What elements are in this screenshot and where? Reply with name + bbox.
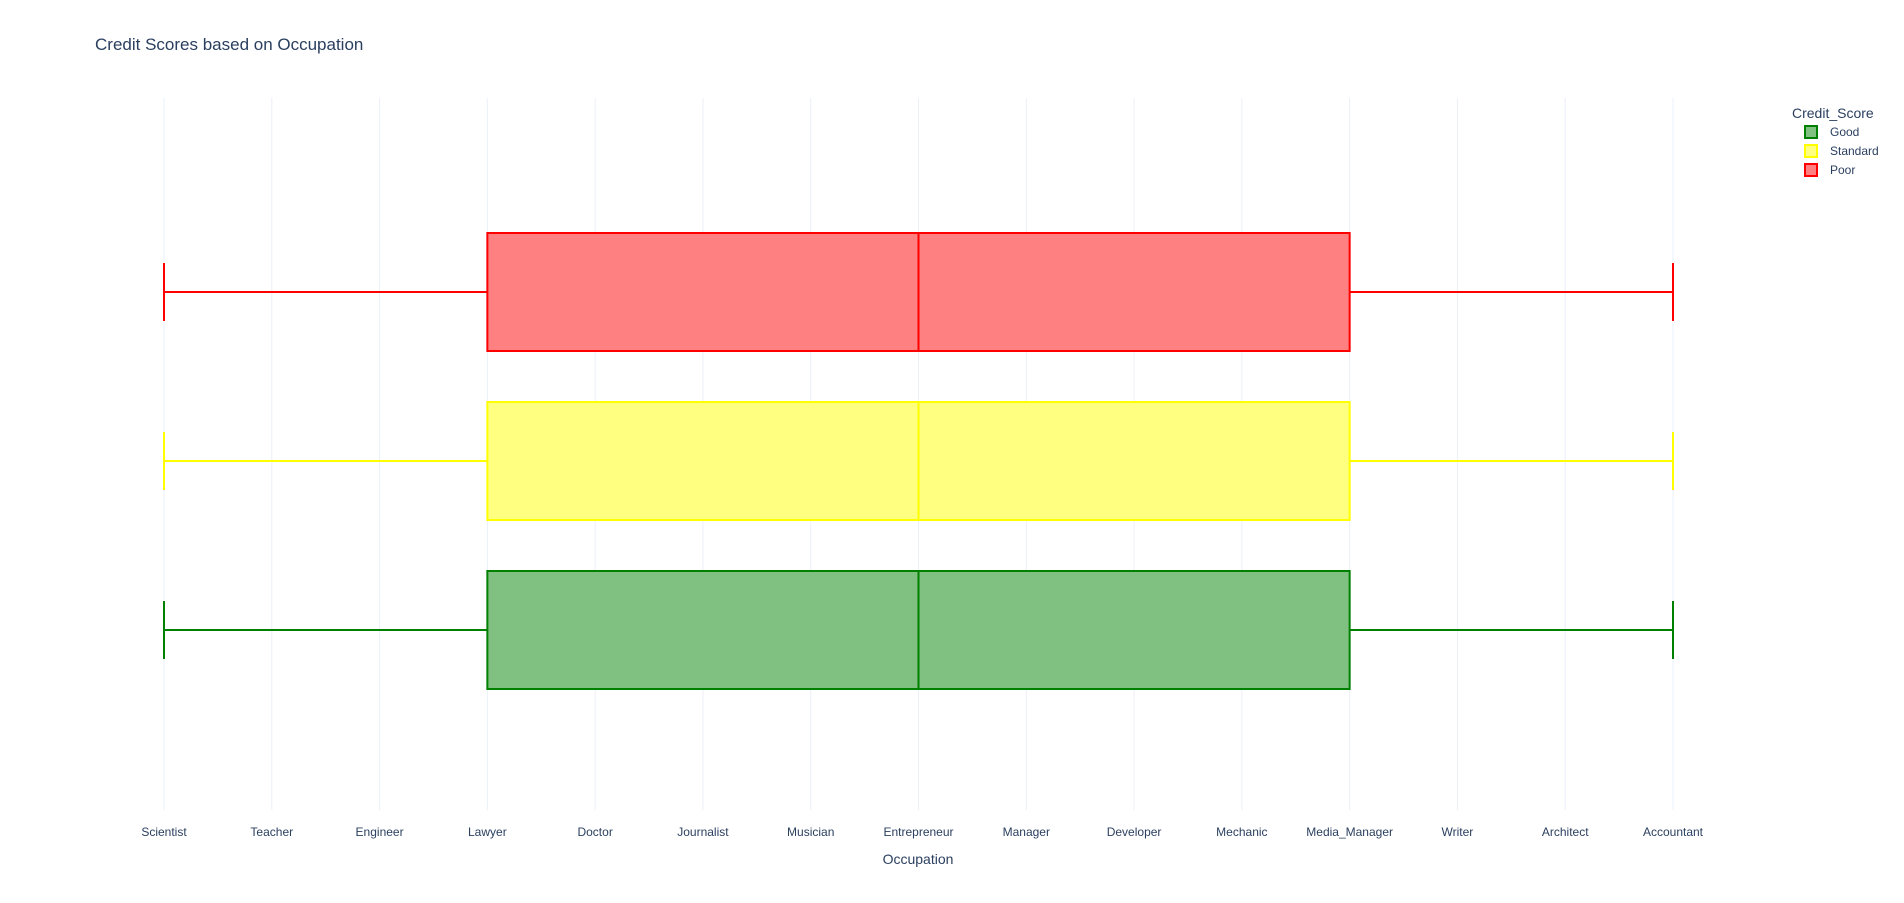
x-axis-ticks: Scientist Teacher Engineer Lawyer Doctor Jour…: [141, 825, 1703, 839]
box-poor: [163, 232, 1674, 352]
legend-swatch: [1804, 144, 1818, 158]
legend-title: Credit_Score: [1792, 105, 1874, 121]
legend-label: Standard: [1830, 144, 1879, 158]
x-tick-label: Architect: [1542, 825, 1589, 839]
x-axis-title: Occupation: [883, 851, 954, 867]
x-tick-label: Developer: [1107, 825, 1162, 839]
legend: Credit_Score Good Standard Poor: [1792, 105, 1879, 177]
legend-swatch: [1804, 163, 1818, 177]
x-tick-label: Manager: [1003, 825, 1050, 839]
legend-item-standard: Standard: [1804, 144, 1879, 158]
x-tick-label: Engineer: [356, 825, 404, 839]
x-tick-label: Entrepreneur: [883, 825, 953, 839]
legend-swatch: [1804, 125, 1818, 139]
x-tick-label: Accountant: [1643, 825, 1704, 839]
x-tick-label: Lawyer: [468, 825, 507, 839]
legend-item-poor: Poor: [1804, 163, 1855, 177]
x-tick-label: Scientist: [141, 825, 187, 839]
box-series: [163, 232, 1674, 690]
x-tick-label: Teacher: [250, 825, 293, 839]
legend-label: Good: [1830, 125, 1859, 139]
chart-title: Credit Scores based on Occupation: [95, 35, 363, 54]
box-good: [163, 570, 1674, 690]
x-tick-label: Doctor: [577, 825, 612, 839]
x-tick-label: Musician: [787, 825, 834, 839]
x-tick-label: Writer: [1442, 825, 1474, 839]
box-standard: [163, 401, 1674, 521]
x-tick-label: Journalist: [677, 825, 729, 839]
x-tick-label: Mechanic: [1216, 825, 1267, 839]
legend-item-good: Good: [1804, 125, 1859, 139]
x-tick-label: Media_Manager: [1306, 825, 1393, 839]
legend-label: Poor: [1830, 163, 1855, 177]
